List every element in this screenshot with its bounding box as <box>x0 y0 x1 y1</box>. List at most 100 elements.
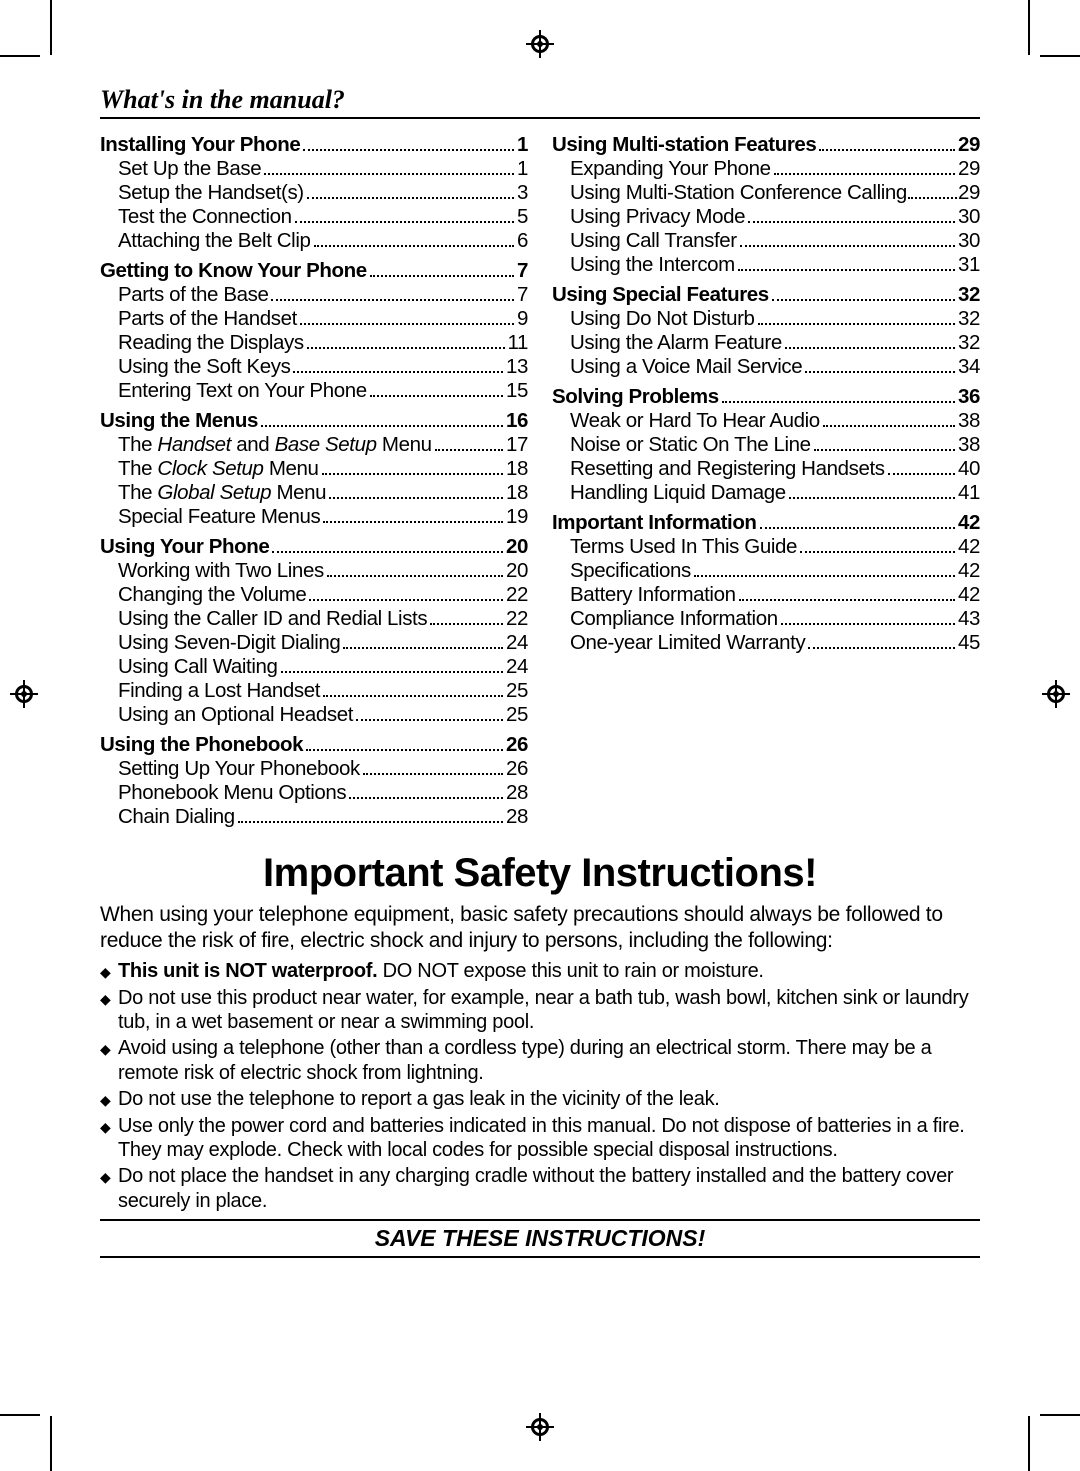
toc-item: Using Privacy Mode30 <box>552 205 980 229</box>
toc-section: Using Special Features 32 <box>552 283 980 307</box>
toc-leader-dots <box>819 149 955 151</box>
toc-page-number: 40 <box>958 457 980 481</box>
toc-item: Compliance Information43 <box>552 607 980 631</box>
toc-leader-dots <box>293 371 503 373</box>
toc-item: Chain Dialing28 <box>100 805 528 829</box>
toc-item: Using the Alarm Feature32 <box>552 331 980 355</box>
toc-item: Phonebook Menu Options28 <box>100 781 528 805</box>
toc-page-number: 13 <box>506 355 528 379</box>
toc-label: Compliance Information <box>570 607 778 631</box>
registration-mark-icon <box>526 30 554 58</box>
toc-page-number: 25 <box>506 703 528 727</box>
toc-label: Resetting and Registering Handsets <box>570 457 885 481</box>
bullet-icon: ◆ <box>100 1164 118 1213</box>
toc-leader-dots <box>327 575 503 577</box>
toc-section: Solving Problems36 <box>552 385 980 409</box>
toc-leader-dots <box>814 449 955 451</box>
toc-label: Setting Up Your Phonebook <box>118 757 360 781</box>
toc-leader-dots <box>772 299 955 301</box>
toc-label: Using Call Waiting <box>118 655 278 679</box>
toc-item: Using Call Waiting 24 <box>100 655 528 679</box>
toc-section: Using Multi-station Features29 <box>552 133 980 157</box>
toc-page-number: 20 <box>506 535 528 559</box>
toc-label: The Handset and Base Setup Menu <box>118 433 432 457</box>
toc-item: Parts of the Handset9 <box>100 307 528 331</box>
toc-leader-dots <box>805 371 955 373</box>
page-content: What's in the manual? Installing Your Ph… <box>100 85 980 1258</box>
toc-item: Using the Intercom 31 <box>552 253 980 277</box>
toc-label: Using Call Transfer <box>570 229 737 253</box>
toc-label: Changing the Volume <box>118 583 306 607</box>
toc-item: Expanding Your Phone29 <box>552 157 980 181</box>
toc-item: Noise or Static On The Line38 <box>552 433 980 457</box>
toc-leader-dots <box>309 599 503 601</box>
toc-page-number: 28 <box>506 781 528 805</box>
toc-label: Solving Problems <box>552 385 719 409</box>
toc-label: Using Privacy Mode <box>570 205 745 229</box>
toc-leader-dots <box>800 551 955 553</box>
toc-page-number: 29 <box>958 181 980 205</box>
toc-leader-dots <box>356 719 503 721</box>
table-of-contents: Installing Your Phone1Set Up the Base1Se… <box>100 127 980 829</box>
safety-intro: When using your telephone equipment, bas… <box>100 902 980 953</box>
toc-page-number: 32 <box>958 283 980 307</box>
toc-leader-dots <box>785 347 955 349</box>
toc-label: Using the Soft Keys <box>118 355 290 379</box>
toc-page-number: 18 <box>506 457 528 481</box>
toc-label: Using the Caller ID and Redial Lists <box>118 607 427 631</box>
toc-page-number: 1 <box>517 157 528 181</box>
toc-item: Specifications42 <box>552 559 980 583</box>
toc-page-number: 29 <box>958 157 980 181</box>
toc-page-number: 24 <box>506 655 528 679</box>
toc-leader-dots <box>323 695 503 697</box>
toc-page-number: 42 <box>958 559 980 583</box>
safety-list-item: ◆Do not use this product near water, for… <box>100 986 980 1035</box>
toc-item: Using the Soft Keys 13 <box>100 355 528 379</box>
toc-label: Setup the Handset(s) <box>118 181 304 205</box>
toc-column-left: Installing Your Phone1Set Up the Base1Se… <box>100 127 528 829</box>
toc-page-number: 16 <box>506 409 528 433</box>
toc-leader-dots <box>281 671 503 673</box>
toc-leader-dots <box>238 821 503 823</box>
toc-item: Weak or Hard To Hear Audio38 <box>552 409 980 433</box>
toc-page-number: 7 <box>517 259 528 283</box>
toc-label: Using the Intercom <box>570 253 735 277</box>
bullet-icon: ◆ <box>100 1114 118 1163</box>
toc-leader-dots <box>888 473 955 475</box>
toc-page-number: 28 <box>506 805 528 829</box>
toc-label: Parts of the Base <box>118 283 268 307</box>
toc-page-number: 9 <box>517 307 528 331</box>
toc-leader-dots <box>363 773 503 775</box>
toc-page-number: 17 <box>506 433 528 457</box>
section-heading: What's in the manual? <box>100 85 980 119</box>
safety-item-text: Use only the power cord and batteries in… <box>118 1114 980 1163</box>
toc-leader-dots <box>694 575 955 577</box>
toc-item: The Global Setup Menu18 <box>100 481 528 505</box>
toc-page-number: 45 <box>958 631 980 655</box>
toc-leader-dots <box>758 323 955 325</box>
safety-title: Important Safety Instructions! <box>100 851 980 896</box>
toc-page-number: 3 <box>517 181 528 205</box>
toc-label: Using Special Features <box>552 283 769 307</box>
save-instructions: SAVE THESE INSTRUCTIONS! <box>100 1225 980 1258</box>
safety-list: ◆This unit is NOT waterproof. DO NOT exp… <box>100 959 980 1213</box>
bullet-icon: ◆ <box>100 986 118 1035</box>
toc-page-number: 18 <box>506 481 528 505</box>
toc-leader-dots <box>738 269 955 271</box>
toc-item: Set Up the Base1 <box>100 157 528 181</box>
crop-mark <box>1028 1416 1030 1471</box>
toc-item: Resetting and Registering Handsets 40 <box>552 457 980 481</box>
toc-item: Using Do Not Disturb32 <box>552 307 980 331</box>
toc-item: Setup the Handset(s) 3 <box>100 181 528 205</box>
toc-section: Important Information42 <box>552 511 980 535</box>
toc-page-number: 30 <box>958 229 980 253</box>
toc-page-number: 31 <box>958 253 980 277</box>
toc-item: Using a Voice Mail Service34 <box>552 355 980 379</box>
crop-mark <box>1028 0 1030 55</box>
toc-section: Using the Phonebook26 <box>100 733 528 757</box>
toc-label: The Clock Setup Menu <box>118 457 319 481</box>
toc-label: Attaching the Belt Clip <box>118 229 311 253</box>
toc-item: Attaching the Belt Clip6 <box>100 229 528 253</box>
toc-label: Reading the Displays <box>118 331 304 355</box>
toc-leader-dots <box>781 623 955 625</box>
